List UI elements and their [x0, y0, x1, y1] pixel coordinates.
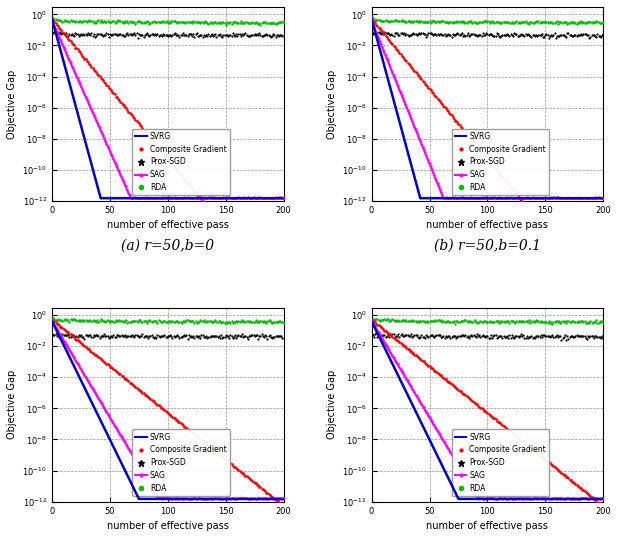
- X-axis label: number of effective pass: number of effective pass: [107, 221, 229, 230]
- X-axis label: number of effective pass: number of effective pass: [107, 521, 229, 531]
- Y-axis label: Objective Gap: Objective Gap: [7, 370, 17, 439]
- Text: (b) r=50,b=0.1: (b) r=50,b=0.1: [434, 238, 541, 253]
- Text: (a) r=50,b=0: (a) r=50,b=0: [121, 238, 214, 253]
- Y-axis label: Objective Gap: Objective Gap: [326, 370, 337, 439]
- X-axis label: number of effective pass: number of effective pass: [426, 521, 548, 531]
- X-axis label: number of effective pass: number of effective pass: [426, 221, 548, 230]
- Legend: SVRG, Composite Gradient, Prox-SGD, SAG, RDA: SVRG, Composite Gradient, Prox-SGD, SAG,…: [132, 129, 230, 195]
- Y-axis label: Objective Gap: Objective Gap: [7, 69, 17, 139]
- Legend: SVRG, Composite Gradient, Prox-SGD, SAG, RDA: SVRG, Composite Gradient, Prox-SGD, SAG,…: [452, 129, 549, 195]
- Legend: SVRG, Composite Gradient, Prox-SGD, SAG, RDA: SVRG, Composite Gradient, Prox-SGD, SAG,…: [452, 429, 549, 496]
- Legend: SVRG, Composite Gradient, Prox-SGD, SAG, RDA: SVRG, Composite Gradient, Prox-SGD, SAG,…: [132, 429, 230, 496]
- Y-axis label: Objective Gap: Objective Gap: [326, 69, 337, 139]
